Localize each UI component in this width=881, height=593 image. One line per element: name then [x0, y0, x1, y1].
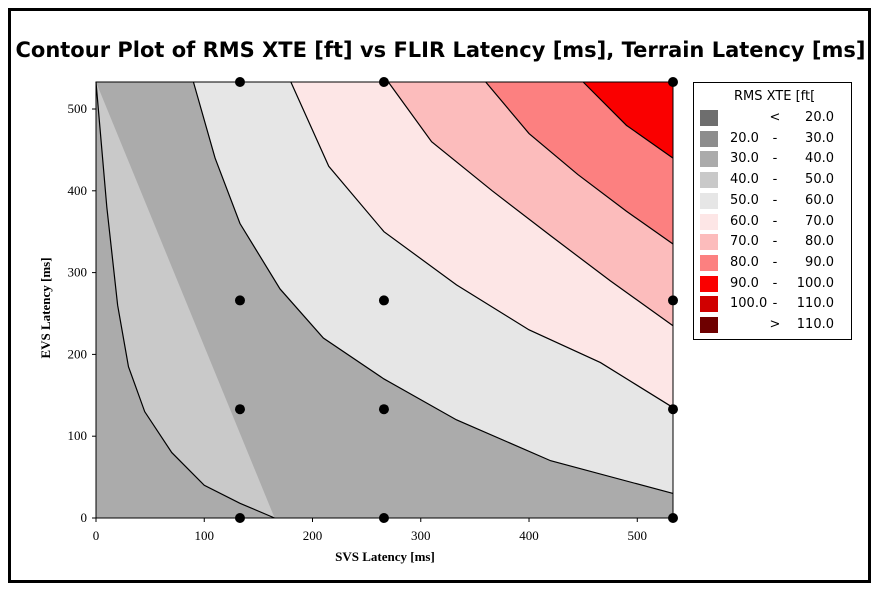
contour-line-40: [95, 81, 275, 519]
x-tick-label: 400: [519, 528, 539, 543]
chart-title: Contour Plot of RMS XTE [ft] vs FLIR Lat…: [15, 38, 866, 62]
legend-entry: 100.0- 110.0: [700, 295, 846, 313]
legend-swatch: [700, 151, 718, 168]
y-tick-label: 400: [68, 183, 88, 198]
y-tick-label: 0: [81, 510, 88, 525]
data-point: [668, 77, 678, 87]
data-point: [234, 295, 245, 306]
legend-swatch: [700, 172, 718, 189]
x-tick-label: 500: [628, 528, 648, 543]
legend-swatch: [700, 275, 718, 292]
legend-range-high: 80.0: [805, 234, 834, 250]
legend-range-low: 80.0: [730, 254, 759, 270]
x-axis-title: SVS Latency [ms]: [335, 549, 435, 564]
legend-range-separator: -: [772, 192, 778, 208]
legend-range-low: 50.0: [730, 192, 759, 208]
data-point: [668, 513, 678, 523]
legend-range-separator: -: [772, 234, 778, 250]
contour-line-60: [290, 81, 674, 409]
x-tick-label: 0: [93, 528, 100, 543]
legend-entry: 30.0- 40.0: [700, 150, 846, 168]
legend-range-high: 50.0: [805, 172, 834, 188]
legend-range-low: 90.0: [730, 275, 759, 291]
y-axis-title: EVS Latency [ms]: [38, 257, 53, 358]
legend-range-high: 40.0: [805, 151, 834, 167]
legend-swatch: [700, 213, 718, 230]
legend-swatch: [700, 254, 718, 271]
legend-range-high: 30.0: [805, 130, 834, 146]
legend-range-low: 60.0: [730, 213, 759, 229]
legend-range-low: 20.0: [730, 130, 759, 146]
contour-lines: [95, 81, 674, 519]
legend-range-separator: -: [772, 213, 778, 229]
legend-entry: 20.0- 30.0: [700, 130, 846, 148]
data-point: [234, 404, 245, 415]
legend-range-high: 110.0: [796, 296, 834, 312]
legend-swatch: [700, 110, 718, 126]
x-tick-label: 100: [195, 528, 215, 543]
data-point: [234, 77, 245, 87]
legend-range-low: 70.0: [730, 234, 759, 250]
data-points: [234, 77, 678, 523]
y-tick-label: 500: [68, 101, 88, 116]
legend-range-separator: -: [772, 172, 778, 188]
data-point: [668, 295, 678, 306]
contour-line-50: [192, 81, 674, 495]
legend-entry: 70.0- 80.0: [700, 233, 846, 251]
axis-ticks: 0 100 200 300 400 500 0 100 200 300 400 500: [68, 101, 648, 543]
y-tick-label: 200: [68, 346, 88, 361]
legend-range-low: 100.0: [730, 296, 768, 312]
legend-range-separator: -: [772, 130, 778, 146]
legend-range-high: 20.0: [805, 110, 834, 125]
y-tick-label: 100: [68, 428, 88, 443]
contour-line-70: [387, 81, 674, 327]
legend-range-separator: >: [769, 317, 781, 332]
data-point: [378, 77, 389, 87]
data-point: [378, 295, 389, 306]
legend-range-low: 30.0: [730, 151, 759, 167]
legend-swatch: [700, 192, 718, 209]
legend-entry: >110.0: [700, 316, 846, 334]
legend-range-high: 100.0: [796, 275, 834, 291]
x-tick-label: 300: [411, 528, 431, 543]
legend-entry: 80.0- 90.0: [700, 254, 846, 272]
legend-range-separator: -: [772, 254, 778, 270]
legend-range-separator: <: [769, 110, 781, 125]
region-40-50: [96, 82, 275, 518]
legend-swatch: [700, 234, 718, 251]
legend-entry: 60.0- 70.0: [700, 213, 846, 231]
contour-regions: [96, 82, 674, 518]
legend-entry: <20.0: [700, 109, 846, 127]
x-tick-label: 200: [303, 528, 323, 543]
legend-swatch: [700, 130, 718, 147]
legend-range-separator: -: [772, 275, 778, 291]
legend: RMS XTE [ft[ <20.0 20.0-30.0 30.0-40.0 40.0…: [693, 82, 852, 340]
data-point: [378, 513, 389, 523]
legend-range-high: 110.0: [796, 317, 834, 332]
data-point: [378, 404, 389, 415]
legend-range-separator: -: [772, 296, 778, 312]
legend-title: RMS XTE [ft[: [734, 89, 816, 104]
legend-swatch: [700, 296, 718, 313]
data-point: [234, 513, 245, 523]
legend-entry: 50.0- 60.0: [700, 192, 846, 210]
y-tick-label: 300: [68, 265, 88, 280]
contour-line-90: [582, 81, 674, 159]
legend-range-separator: -: [772, 151, 778, 167]
legend-entry: 40.0- 50.0: [700, 171, 846, 189]
legend-swatch: [700, 317, 718, 333]
legend-range-high: 90.0: [805, 254, 834, 270]
contour-line-80: [485, 81, 674, 245]
legend-entry: 90.0- 100.0: [700, 275, 846, 293]
legend-range-low: 40.0: [730, 172, 759, 188]
legend-range-high: 70.0: [805, 213, 834, 229]
data-point: [668, 404, 678, 415]
legend-range-high: 60.0: [805, 192, 834, 208]
region-90-100: [583, 82, 673, 159]
